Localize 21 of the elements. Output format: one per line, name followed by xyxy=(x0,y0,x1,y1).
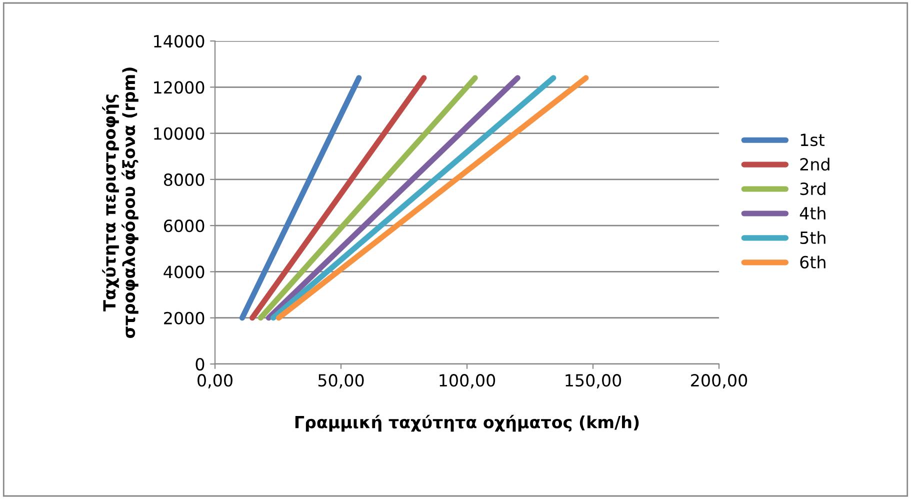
x-tick-label: 50,00 xyxy=(318,374,364,388)
legend-label: 1st xyxy=(800,134,825,146)
x-axis-title: Γραμμική ταχύτητα οχήματος (km/h) xyxy=(295,414,639,432)
y-axis-title: Ταχύτητα περιστροφής στροφαλοφόρου άξονα (rpm) xyxy=(102,68,138,338)
y-tick-label: 0 xyxy=(196,358,204,371)
legend-label: 6th xyxy=(800,256,826,268)
legend-label: 2nd xyxy=(800,158,830,171)
y-tick-label: 8000 xyxy=(164,173,204,186)
y-tick-label: 2000 xyxy=(164,312,204,324)
x-tick-label: 150,00 xyxy=(566,374,622,388)
y-tick-label: 14000 xyxy=(154,34,204,48)
legend-label: 4th xyxy=(800,206,826,220)
y-tick-label: 6000 xyxy=(164,220,204,232)
legend-label: 3rd xyxy=(800,182,826,196)
x-tick-label: 0,00 xyxy=(198,374,232,388)
x-tick-label: 100,00 xyxy=(440,374,496,388)
x-tick-label: 200,00 xyxy=(691,374,748,388)
y-tick-label: 4000 xyxy=(164,266,204,278)
y-tick-label: 10000 xyxy=(154,127,204,140)
legend-label: 5th xyxy=(800,231,826,244)
y-tick-label: 12000 xyxy=(154,81,204,94)
